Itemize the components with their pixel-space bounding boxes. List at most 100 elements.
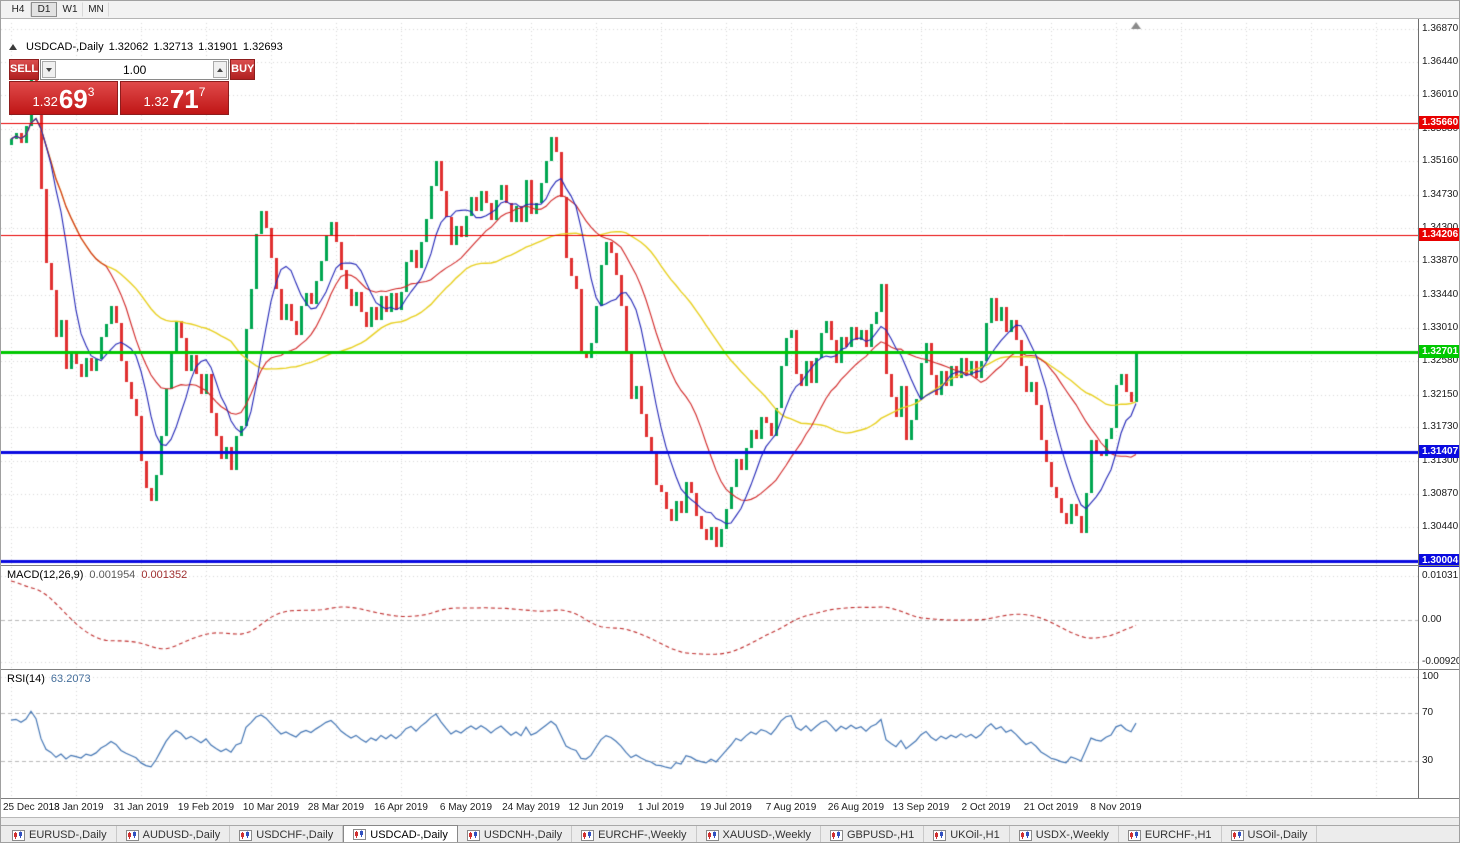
macd-axis-tick: 0.00 [1422,614,1442,625]
date-axis-label: 31 Jan 2019 [113,802,169,813]
sell-price-display[interactable]: 1.32 69 3 [9,81,118,115]
chart-tab-gbpusd-h1[interactable]: GBPUSD-,H1 [821,826,925,842]
chart-tab-eurchf-weekly[interactable]: EURCHF-,Weekly [572,826,697,842]
chart-icon [581,829,595,841]
volume-increase-button[interactable] [213,61,228,78]
chevron-up-icon [217,67,224,72]
buy-price-display[interactable]: 1.32 71 7 [120,81,229,115]
period-button-h4[interactable]: H4 [5,2,31,17]
period-button-d1[interactable]: D1 [31,2,57,17]
horizontal-scrollbar[interactable] [1,817,1459,825]
rsi-name: RSI(14) [7,673,45,685]
chart-icon [1018,829,1032,841]
price-axis-tick: 1.31300 [1422,454,1459,466]
period-toolbar: H4 D1 W1 MN [1,1,1459,19]
rsi-indicator-label: RSI(14) 63.2073 [7,673,91,685]
chart-icon [12,829,25,841]
chart-tabs-bar: EURUSD-,Daily AUDUSD-,Daily USDCHF-,Daily U… [1,825,1459,842]
chart-tab-label: USDCNH-,Daily [483,829,563,841]
chart-icon [466,829,480,841]
chart-title-low: 1.31901 [198,41,238,53]
rsi-value: 63.2073 [50,673,91,685]
buy-button[interactable]: BUY [230,59,256,80]
chart-icon [239,829,253,841]
price-axis-tick: 1.30440 [1422,521,1459,533]
chart-title: USDCAD-,Daily 1.32062 1.32713 1.31901 1.… [9,41,283,53]
chart-tab-usdx-weekly[interactable]: USDX-,Weekly [1010,826,1119,842]
chart-tab-label: EURUSD-,Daily [29,829,107,841]
pane-separator[interactable] [1,565,1459,566]
volume-decrease-button[interactable] [42,61,57,78]
chart-tab-audusd-daily[interactable]: AUDUSD-,Daily [117,826,231,842]
price-axis-tick: 1.36440 [1422,56,1459,68]
hline-price-label: 1.30004 [1419,554,1459,568]
price-chart-canvas[interactable] [1,19,1418,799]
time-axis[interactable]: 25 Dec 2018 13 Jan 2019 31 Jan 2019 19 Feb … [1,799,1459,817]
hline-price-label: 1.34206 [1419,228,1459,242]
chart-tab-label: EURCHF-,Weekly [598,829,687,841]
volume-input[interactable] [57,61,213,78]
chart-tab-xauusd-weekly[interactable]: XAUUSD-,Weekly [697,826,821,842]
date-axis-label: 2 Oct 2019 [961,802,1011,813]
chart-icon [933,829,947,841]
rsi-axis-tick: 100 [1422,671,1439,682]
price-axis-tick: 1.35160 [1422,155,1459,167]
chart-title-high: 1.32713 [153,41,194,53]
chart-title-open: 1.32062 [108,41,149,53]
date-axis-label: 10 Mar 2019 [242,802,300,813]
date-axis-label: 19 Feb 2019 [177,802,235,813]
period-button-w1[interactable]: W1 [57,2,83,17]
chart-tab-eurchf-h1[interactable]: EURCHF-,H1 [1119,826,1222,842]
rsi-axis-tick: 70 [1422,707,1434,718]
date-axis-label: 28 Mar 2019 [307,802,365,813]
chart-tab-usdchf-daily[interactable]: USDCHF-,Daily [230,826,344,842]
chart-title-symbol: USDCAD-,Daily [26,41,104,53]
buy-price-prefix: 1.32 [143,94,169,109]
chart-tab-usdcnh-daily[interactable]: USDCNH-,Daily [458,826,573,842]
chart-tab-label: XAUUSD-,Weekly [722,829,811,841]
chart-tab-label: USOil-,Daily [1247,829,1308,841]
chart-tab-eurusd-daily[interactable]: EURUSD-,Daily [3,826,117,842]
chart-tab-label: GBPUSD-,H1 [846,829,915,841]
period-button-mn[interactable]: MN [83,2,109,17]
price-axis-tick: 1.36010 [1422,89,1459,101]
price-axis-tick: 1.34730 [1422,188,1459,200]
chart-tab-label: UKOil-,H1 [950,829,1000,841]
one-click-trading-panel: SELL BUY 1.32 69 3 1.32 71 7 [9,59,256,115]
volume-control [40,59,230,80]
chart-icon [125,829,139,841]
rsi-axis-tick: 30 [1422,755,1434,766]
date-axis-label: 1 Jul 2019 [637,802,685,813]
chart-icon [1230,829,1244,841]
date-axis-label: 8 Nov 2019 [1090,802,1142,813]
pane-separator [1,798,1459,799]
chart-tab-usdcad-daily[interactable]: USDCAD-,Daily [343,825,458,842]
date-axis-label: 13 Sep 2019 [892,802,950,813]
date-axis-label: 13 Jan 2019 [48,802,104,813]
chart-tab-usoil-daily[interactable]: USOil-,Daily [1222,826,1318,842]
price-axis-tick: 1.33870 [1422,255,1459,267]
date-axis-label: 24 May 2019 [502,802,560,813]
price-axis-tick: 1.33440 [1422,288,1459,300]
macd-axis-tick: 0.01031 [1422,570,1459,581]
chart-icon [705,829,719,841]
pane-separator[interactable] [1,669,1459,670]
chart-tab-label: USDCAD-,Daily [370,828,448,841]
chart-tab-ukoil-h1[interactable]: UKOil-,H1 [924,826,1010,842]
sell-price-pip: 3 [87,85,95,99]
price-axis-tick: 1.36870 [1422,22,1459,34]
buy-price-big: 71 [169,84,199,114]
chart-title-close: 1.32693 [242,41,283,53]
chart-icon [353,829,367,840]
macd-axis-tick: -0.00920 [1422,656,1460,667]
price-axis[interactable]: 1.368701.364401.360101.355801.351601.347… [1418,19,1460,799]
chart-icon [829,829,843,841]
date-axis-label: 12 Jun 2019 [568,802,624,813]
sell-button[interactable]: SELL [9,59,40,80]
trade-panel-collapse-icon[interactable] [9,44,17,50]
date-axis-label: 6 May 2019 [439,802,493,813]
chart-tab-label: EURCHF-,H1 [1144,829,1212,841]
price-axis-tick: 1.31730 [1422,421,1459,433]
price-axis-tick: 1.32580 [1422,355,1459,367]
